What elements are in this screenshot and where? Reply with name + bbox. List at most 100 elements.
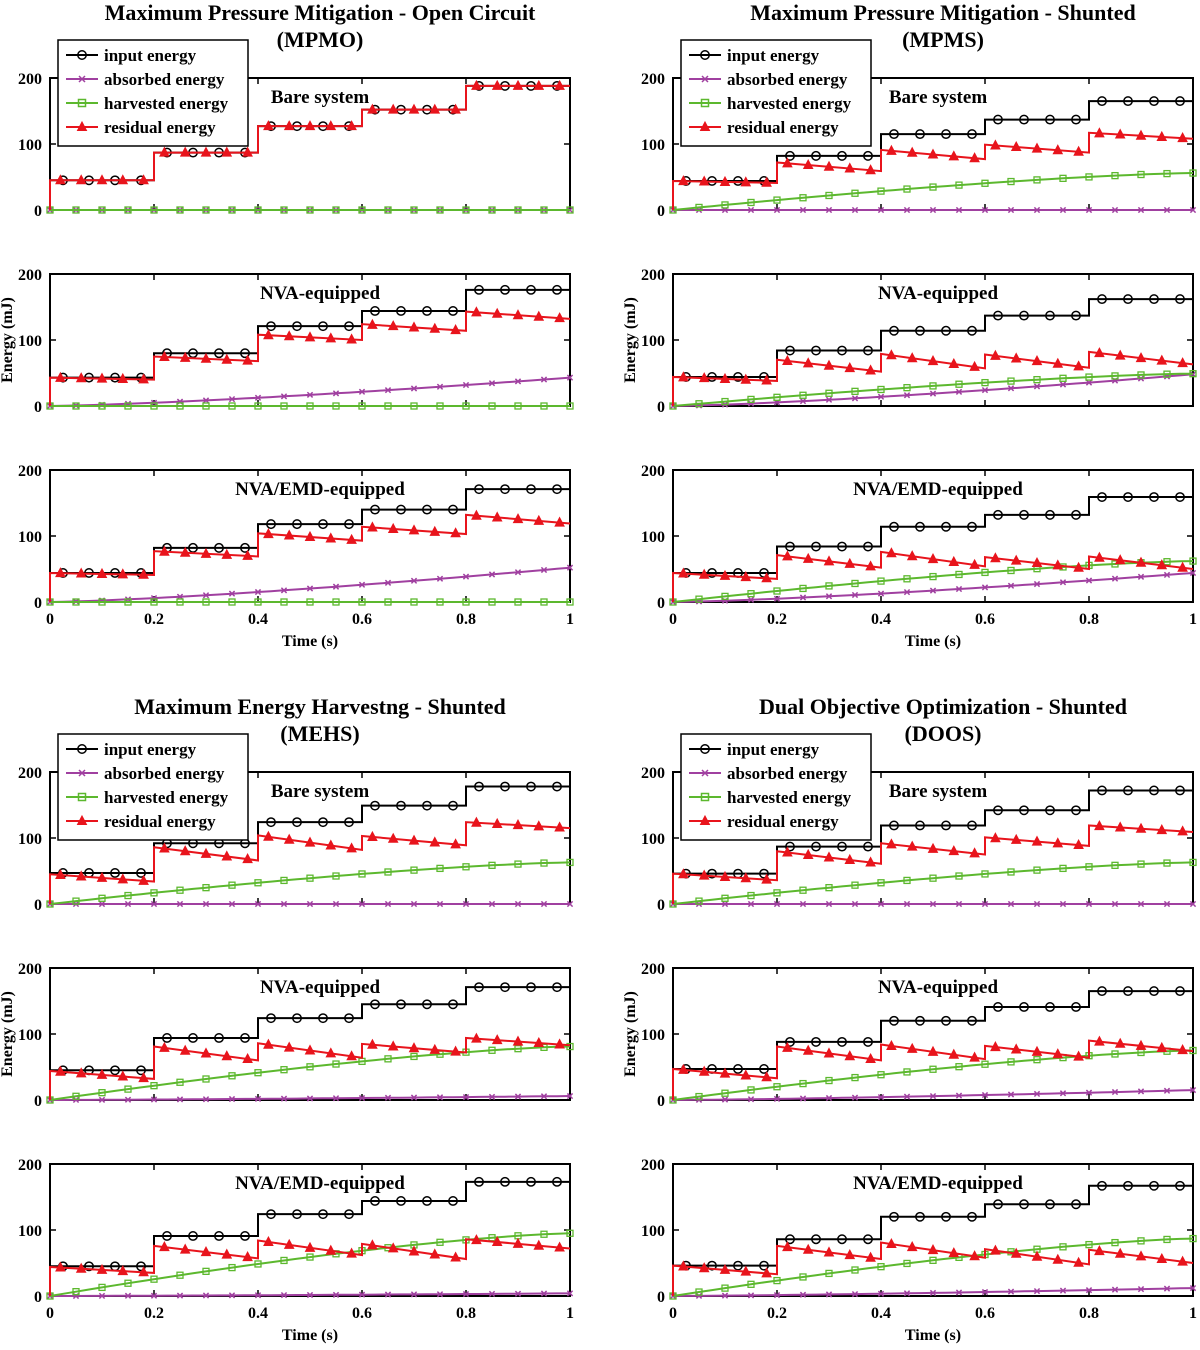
absorbed-energy-point: [462, 1093, 470, 1101]
subplot-title: NVA/EMD-equipped: [853, 479, 1023, 500]
residual-energy-point: [948, 845, 960, 856]
harvested-energy-point: [1137, 860, 1145, 868]
residual-energy-point: [1073, 561, 1084, 572]
harvested-energy-point: [955, 380, 963, 388]
absorbed-energy-point: [332, 583, 340, 590]
residual-energy-line: [49, 513, 571, 602]
absorbed-energy-point: [1033, 900, 1041, 908]
input-energy-point: [993, 310, 1003, 321]
harvested-energy-point: [98, 894, 106, 902]
residual-energy-point: [844, 162, 856, 173]
absorbed-energy-point: [1189, 1086, 1197, 1094]
input-energy-point: [474, 1176, 484, 1187]
residual-energy-point: [429, 1248, 441, 1259]
residual-energy-point: [1177, 1255, 1188, 1266]
input-energy-line: [672, 496, 1193, 602]
residual-energy-point: [802, 158, 814, 170]
harvested-energy-point: [1163, 1235, 1171, 1244]
harvested-energy-point: [747, 590, 755, 598]
harvested-energy-point: [150, 1275, 158, 1283]
harvested-energy-point: [1085, 863, 1093, 871]
input-energy-point: [733, 1260, 743, 1271]
absorbed-energy-point: [799, 206, 807, 214]
residual-energy-point: [117, 568, 129, 579]
residual-energy-point: [1073, 1050, 1084, 1061]
absorbed-energy-line: [49, 376, 571, 407]
input-energy-point: [240, 348, 250, 359]
residual-energy-point: [138, 373, 149, 384]
absorbed-energy-point: [410, 900, 418, 908]
residual-energy-point: [1156, 1041, 1168, 1052]
harvested-energy-point: [799, 1273, 807, 1281]
harvested-energy-point: [1033, 176, 1041, 184]
x-tick-label: 0.8: [1079, 611, 1099, 628]
input-energy-point: [500, 484, 510, 495]
residual-energy-point: [325, 839, 337, 850]
residual-energy-point: [865, 1052, 876, 1064]
absorbed-energy-point: [851, 1094, 859, 1101]
harvested-energy-point: [436, 402, 444, 410]
residual-energy-point: [990, 552, 1001, 563]
residual-energy-point: [325, 532, 337, 543]
input-energy-point: [370, 504, 380, 515]
harvested-energy-point: [721, 592, 729, 601]
harvested-energy-point: [124, 402, 132, 410]
input-energy-point: [474, 781, 484, 792]
residual-energy-point: [491, 817, 503, 828]
absorbed-energy-point: [332, 1095, 340, 1102]
residual-energy-point: [1177, 132, 1188, 143]
absorbed-energy-point: [1085, 1287, 1093, 1294]
residual-energy-point: [283, 529, 295, 540]
input-energy-point: [396, 504, 406, 515]
residual-energy-point: [927, 1244, 939, 1255]
absorbed-energy-point: [929, 390, 937, 397]
y-tick-label: 0: [657, 399, 665, 416]
legend-harvested-label: harvested energy: [104, 94, 229, 113]
residual-energy-point: [491, 79, 503, 90]
absorbed-energy-point: [1033, 383, 1041, 390]
residual-energy-point: [387, 103, 399, 114]
residual-energy-point: [1156, 824, 1168, 835]
absorbed-energy-point: [254, 1292, 262, 1299]
harvested-energy-point: [488, 206, 496, 214]
residual-energy-point: [1135, 129, 1147, 140]
absorbed-energy-point: [851, 1290, 859, 1298]
residual-energy-point: [1031, 835, 1043, 846]
absorbed-energy-point: [462, 900, 470, 908]
residual-energy-point: [242, 354, 253, 365]
harvested-energy-point: [955, 181, 963, 189]
input-energy-point: [915, 129, 925, 140]
residual-energy-point: [179, 1044, 191, 1055]
harvested-energy-point: [332, 598, 340, 606]
absorbed-energy-point: [150, 900, 158, 908]
residual-energy-point: [554, 79, 565, 90]
input-energy-line: [49, 1180, 570, 1296]
subplot-title: NVA-equipped: [260, 283, 380, 304]
residual-energy-point: [1156, 354, 1168, 365]
residual-energy-point: [117, 1265, 129, 1276]
residual-energy-point: [491, 511, 503, 522]
residual-energy-point: [367, 830, 378, 841]
x-axis-label: Time (s): [905, 633, 961, 650]
harvested-energy-point: [1033, 866, 1041, 874]
absorbed-energy-point: [202, 397, 210, 404]
absorbed-energy-point: [955, 1289, 963, 1296]
legend-residual-marker: [699, 120, 711, 131]
residual-energy-line: [49, 1036, 571, 1100]
input-energy-point: [915, 521, 925, 532]
residual-energy-point: [948, 1247, 960, 1258]
absorbed-energy-point: [202, 592, 210, 599]
absorbed-energy-point: [254, 588, 262, 596]
absorbed-energy-point: [306, 585, 314, 592]
absorbed-energy-point: [280, 393, 288, 400]
harvested-energy-point: [773, 1276, 781, 1285]
residual-energy-point: [179, 146, 191, 157]
input-energy-point: [1071, 1001, 1081, 1012]
input-energy-point: [188, 1230, 198, 1241]
legend-absorbed-marker: [701, 769, 709, 777]
input-energy-point: [1097, 96, 1107, 107]
legend-harvested-label: harvested energy: [727, 788, 852, 807]
input-energy-point: [1097, 492, 1107, 503]
input-energy-point: [1175, 785, 1185, 796]
residual-energy-point: [429, 525, 441, 536]
